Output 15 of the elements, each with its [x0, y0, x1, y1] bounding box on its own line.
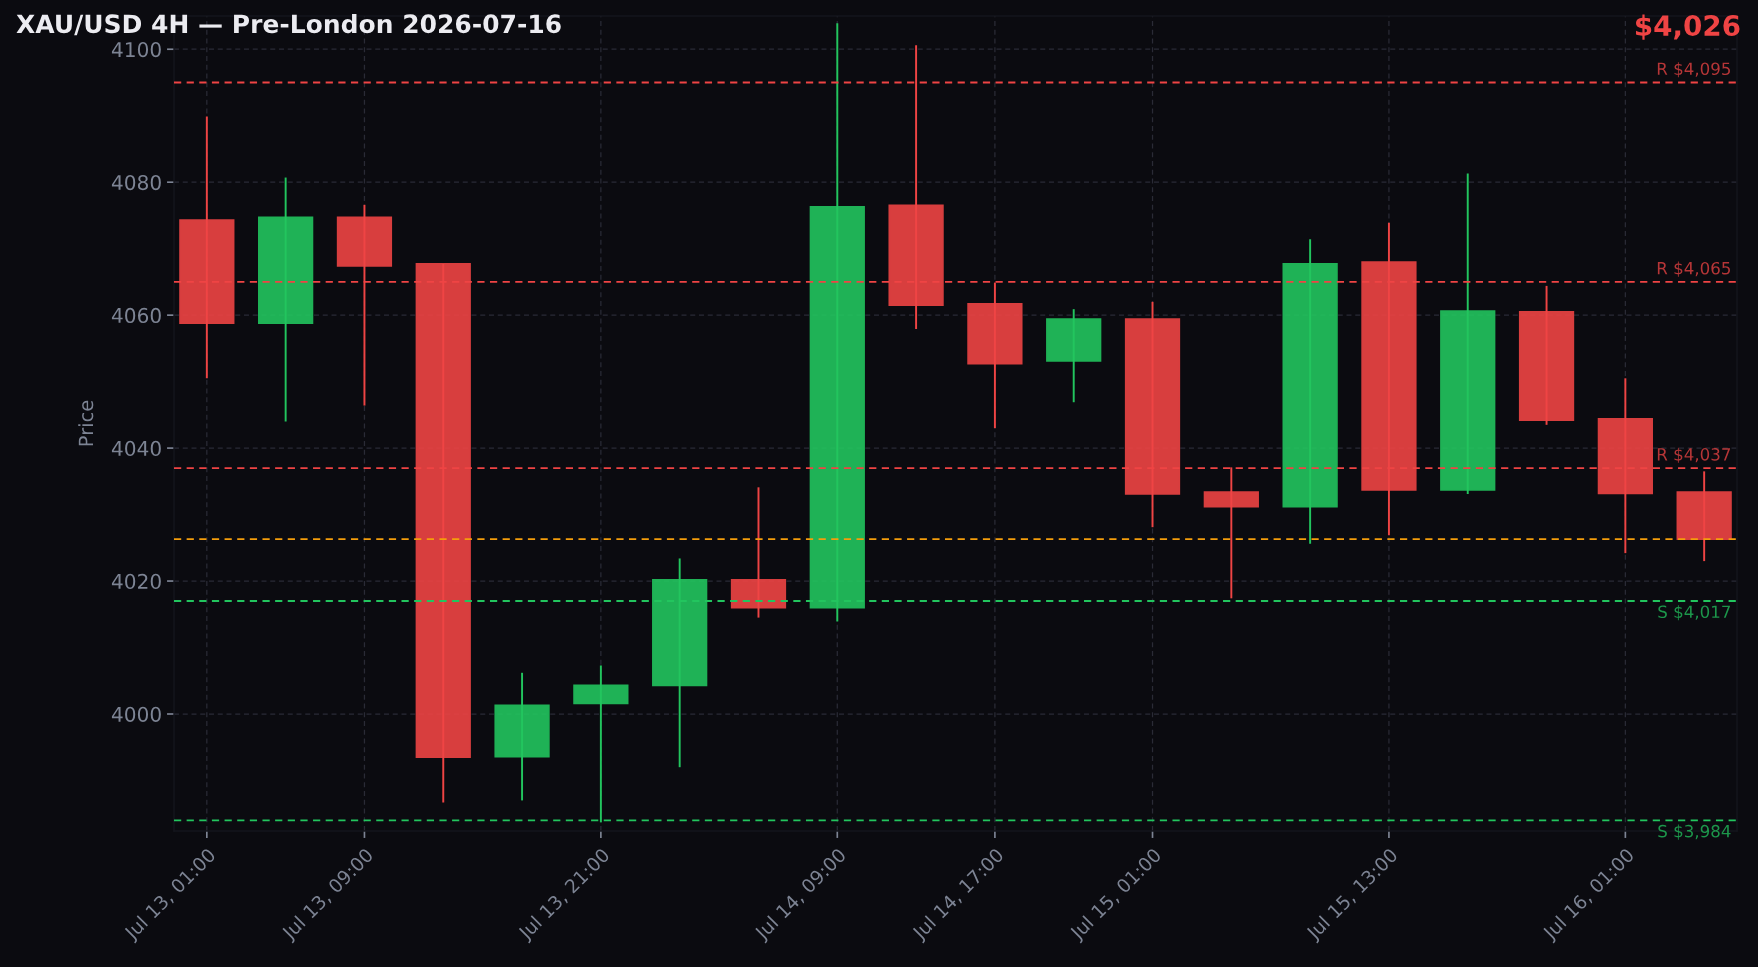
y-tick-label: 4100 [111, 41, 161, 58]
annotation: $4,026 [1635, 14, 1740, 40]
candlestick [573, 664, 629, 824]
y-tick-label: 4020 [111, 573, 161, 589]
ref-line-label: S $3,984 [1658, 824, 1731, 840]
ref-line-label: R $4,095 [1657, 62, 1730, 78]
y-axis-title: Price [78, 400, 94, 446]
y-tick-label: 4060 [111, 307, 161, 324]
y-tick-label: 4080 [111, 174, 161, 191]
ref-line-label: S $4,017 [1658, 605, 1731, 621]
y-tick-label: 4000 [111, 706, 161, 722]
y-tick-label: 4040 [111, 440, 161, 457]
ref-line-label: R $4,065 [1657, 261, 1730, 277]
chart-title: XAU/USD 4H — Pre-London 2026-07-16 [16, 13, 561, 36]
ref-line-label: R $4,037 [1657, 447, 1731, 463]
